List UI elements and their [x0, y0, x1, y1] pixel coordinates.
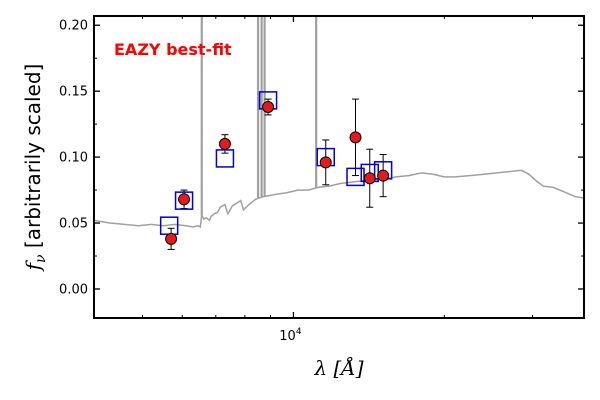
- observed-photometry-markers: [165, 100, 390, 245]
- y-tick-label: 0.10: [59, 151, 88, 166]
- y-axis-label-group: fν [arbitrarily scaled]: [21, 64, 49, 273]
- observed-point: [178, 193, 191, 206]
- observed-point: [165, 232, 178, 245]
- y-tick-label: 0.05: [59, 217, 88, 232]
- x-axis-ticks: 104: [142, 16, 534, 344]
- x-axis-label: λ [Å]: [313, 355, 363, 380]
- y-axis-ticks: 0.00 0.05 0.10 0.15 0.20: [59, 19, 584, 297]
- x-tick-label: 104: [279, 327, 302, 344]
- model-photometry-square: [215, 149, 235, 168]
- observed-point: [349, 131, 362, 144]
- plot-frame: [93, 15, 585, 319]
- y-tick-label: 0.15: [59, 85, 88, 100]
- observed-point: [262, 100, 275, 113]
- y-axis-label: fν [arbitrarily scaled]: [21, 64, 49, 273]
- model-spectrum-line: [94, 169, 584, 229]
- observed-point: [319, 156, 332, 169]
- annotation-label: EAZY best-fit: [114, 40, 232, 59]
- y-tick-label: 0.00: [59, 282, 88, 297]
- y-tick-label: 0.20: [59, 19, 88, 34]
- observed-point: [218, 137, 231, 150]
- observed-point: [363, 172, 376, 185]
- observed-point: [377, 169, 390, 182]
- plot-area-background: [94, 16, 584, 318]
- model-photometry-square: [174, 191, 194, 210]
